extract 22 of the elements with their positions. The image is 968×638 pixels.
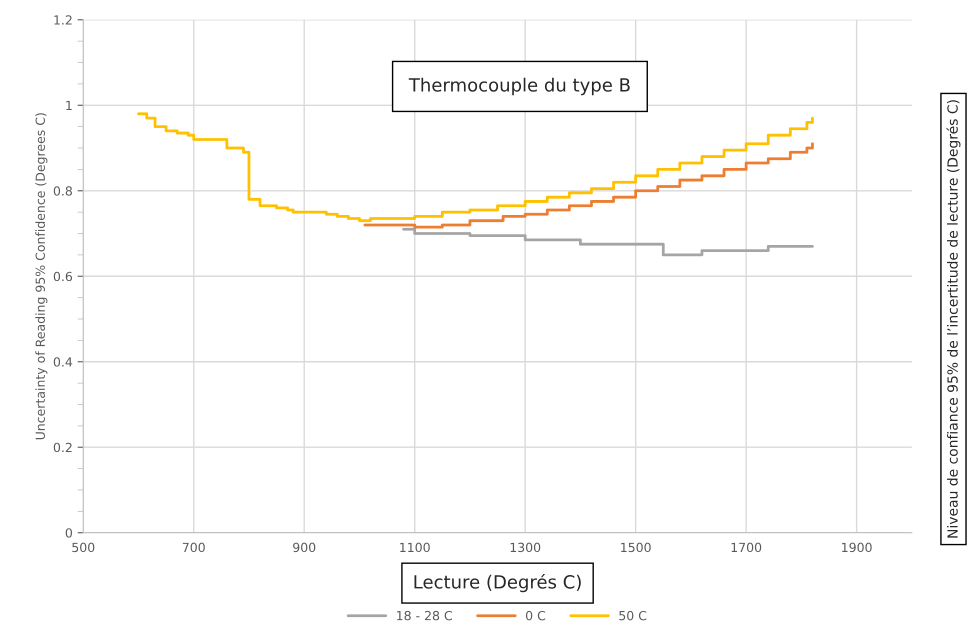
x-tick-label: 900 (293, 542, 316, 552)
y-tick-label: 1.2 (54, 15, 72, 25)
legend-label: 50 C (619, 610, 646, 620)
y-tick-label: 0 (66, 528, 72, 538)
y-tick-label: 1 (66, 100, 72, 110)
x-tick-label: 1500 (621, 542, 651, 552)
y-tick-label: 0.8 (54, 186, 72, 196)
legend-label: 18 - 28 C (397, 610, 452, 620)
x-tick-label: 1300 (510, 542, 540, 552)
x-tick-label: 500 (72, 542, 94, 552)
x-tick-label: 1100 (400, 542, 430, 552)
text: Niveau de confiance 95% de l’incertitude de lecture (Degrés C) (946, 100, 960, 538)
text: Thermocouple du type B (408, 78, 630, 96)
y-tick-label: 0.6 (54, 272, 72, 282)
x-tick-label: 1900 (842, 542, 872, 552)
y-tick-label: 0.4 (54, 357, 72, 367)
x-tick-label: 700 (182, 542, 205, 552)
x-axis-title: Lecture (Degrés C) (414, 574, 581, 592)
legend-label: 0 C (526, 610, 546, 620)
y-tick-label: 0.2 (54, 442, 72, 452)
y-axis-title: Uncertainty of Reading 95% Confidence (Degrees C) (35, 113, 48, 440)
x-tick-label: 1700 (732, 542, 762, 552)
